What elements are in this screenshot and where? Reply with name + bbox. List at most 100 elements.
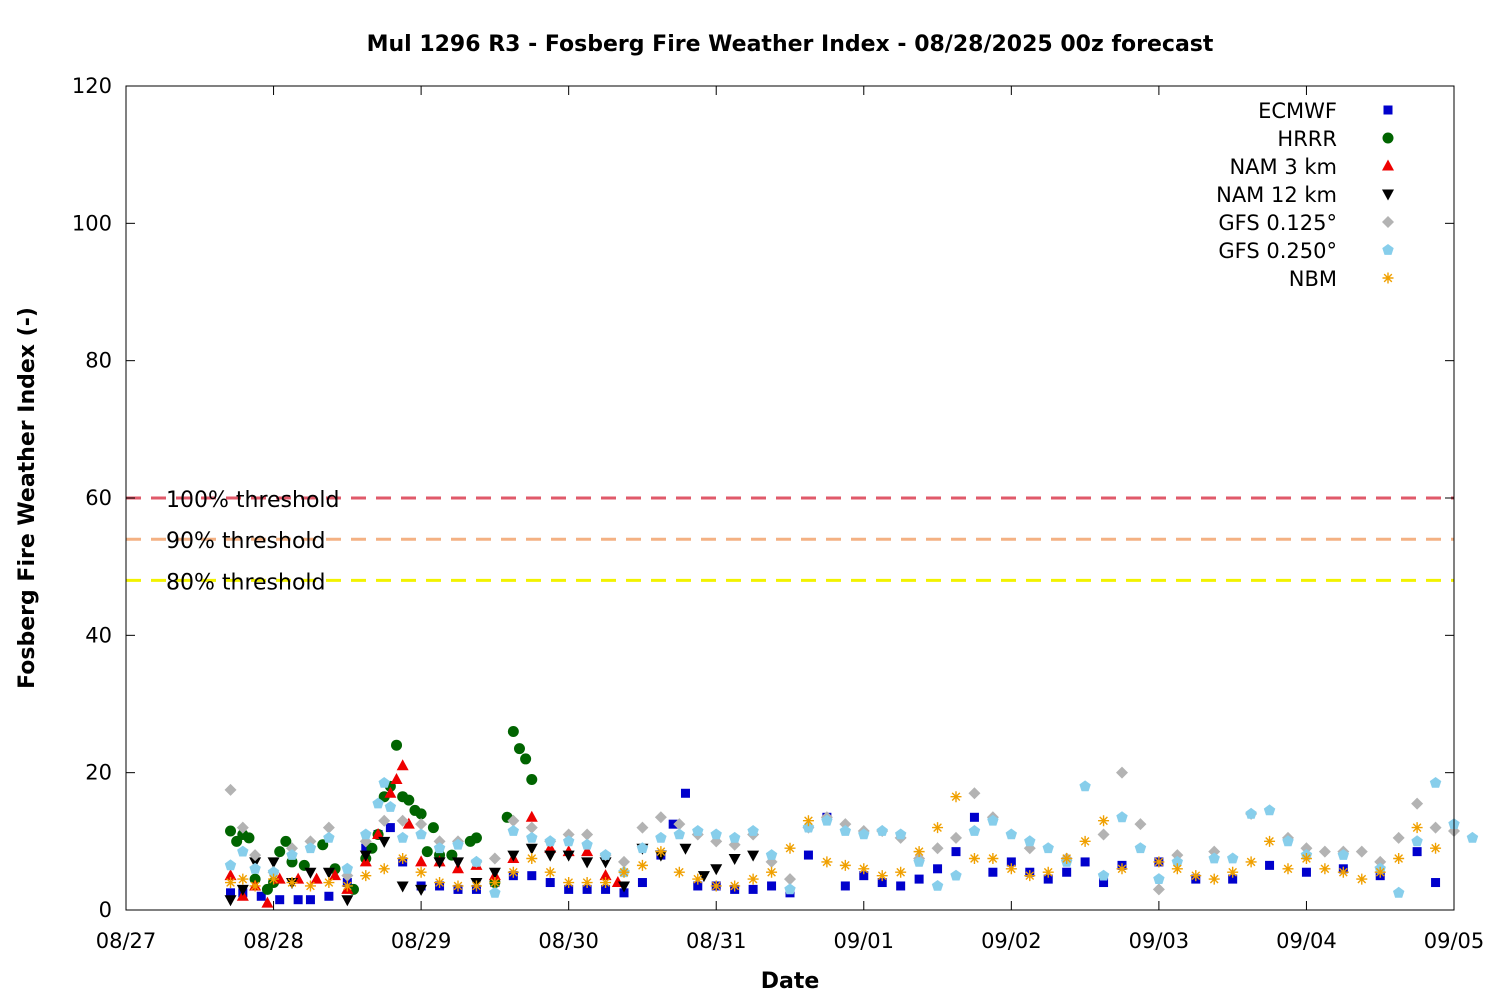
legend-marker-nam-3-km [1382,159,1394,171]
data-point [618,881,630,893]
data-point [821,814,833,826]
data-point [987,853,999,864]
data-point [1411,835,1423,847]
data-point [237,845,249,857]
data-point [1374,855,1387,868]
data-point [1042,842,1054,854]
data-point [1392,831,1405,844]
data-point [895,828,907,840]
y-tick-label: 80 [85,349,112,373]
legend: ECMWF HRRR NAM 3 km NAM 12 km GFS 0.125° GFS … [1216,99,1394,291]
y-axis-ticks: 0 20 40 60 80 100 120 [72,74,1454,922]
data-point [968,853,980,864]
data-point [876,825,888,836]
data-point [544,850,557,862]
y-tick-label: 40 [85,623,112,647]
data-point [784,883,796,895]
data-point [618,855,630,868]
data-point [766,866,778,878]
data-point [384,786,397,798]
data-point [988,867,998,877]
data-point [267,866,280,878]
data-point [1097,828,1110,841]
data-point [858,828,870,840]
data-point [1429,821,1442,834]
x-tick-label: 08/31 [686,929,747,953]
data-point [1318,845,1331,858]
data-point [710,880,722,892]
legend-label: NAM 12 km [1216,183,1337,207]
data-point [390,773,403,785]
data-point [913,855,925,867]
data-point [359,850,372,862]
data-point [378,777,390,788]
data-point [582,884,592,894]
data-point [950,791,962,803]
data-point [520,753,532,765]
data-point [729,880,741,892]
data-point [859,871,869,881]
data-point [1042,866,1054,878]
x-tick-label: 09/05 [1424,929,1485,953]
data-point [803,850,813,860]
data-point [360,828,372,840]
data-point [525,821,538,834]
data-point [378,814,391,827]
data-point [525,843,538,855]
data-point [839,818,852,831]
data-point [1134,842,1147,854]
data-point [488,852,501,865]
data-point [748,884,758,894]
data-point [637,878,647,888]
threshold-label: 90% threshold [166,529,326,554]
data-point [1116,766,1128,779]
data-point [1337,866,1349,878]
y-tick-label: 100 [72,211,112,235]
data-point [237,873,249,885]
data-point [415,828,427,840]
data-point [225,825,237,837]
data-point [581,857,594,869]
data-point [821,856,833,868]
data-point [784,873,796,886]
data-point [673,866,685,878]
data-point [360,870,372,882]
data-point [636,821,649,834]
data-point [581,877,593,889]
data-point [452,838,464,850]
y-tick-label: 0 [99,898,112,922]
legend-marker-ecmwf [1383,105,1393,115]
x-tick-label: 09/04 [1276,929,1337,953]
data-point [236,884,249,896]
data-point [1265,860,1275,870]
data-point [286,842,298,855]
data-point [1005,828,1017,840]
data-point [968,787,981,800]
data-point [619,888,629,898]
data-point [1466,831,1479,843]
data-point [544,835,556,847]
data-point [275,895,285,905]
data-point [323,877,335,889]
data-point [397,831,409,843]
data-point [452,880,464,892]
legend-label: GFS 0.250° [1218,239,1337,263]
data-point [361,843,371,853]
data-point [1097,869,1110,881]
data-point [784,842,796,854]
data-point [286,849,298,860]
data-point [679,843,692,855]
data-point [1227,866,1239,878]
data-point [310,872,323,884]
data-point [274,846,286,858]
data-point [249,849,262,862]
data-point [564,884,574,894]
data-point [1152,883,1165,896]
x-tick-label: 08/29 [391,929,452,953]
data-point [470,832,482,844]
data-point [969,812,979,822]
data-point [489,886,501,898]
data-point [1153,856,1165,868]
data-point [1171,849,1184,862]
data-point [1153,873,1165,884]
